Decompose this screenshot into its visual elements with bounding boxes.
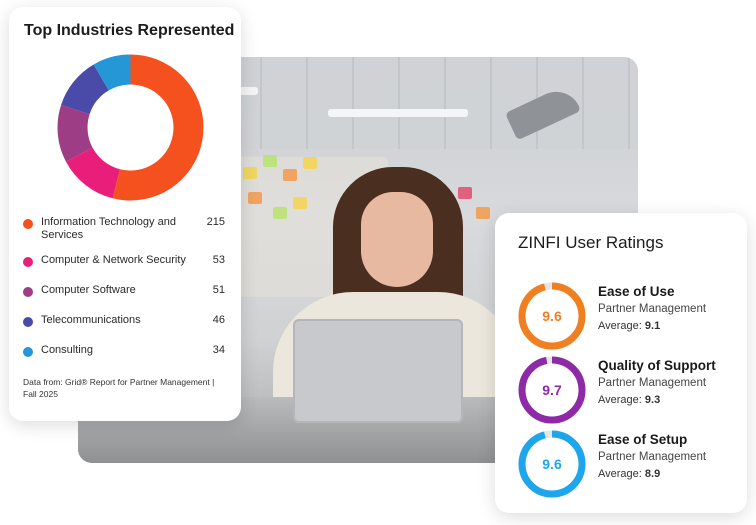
legend-label: Consulting xyxy=(41,344,93,356)
rating-average-value: 8.9 xyxy=(644,468,661,480)
rating-row-ease-of-setup: 9.6 Ease of Setup Partner Management Ave… xyxy=(517,429,742,499)
laptop xyxy=(293,319,463,423)
legend-value: 215 xyxy=(206,216,225,228)
legend-value: 46 xyxy=(212,314,225,326)
legend-value: 51 xyxy=(212,284,225,296)
rating-category: Partner Management xyxy=(598,303,707,315)
ratings-title: ZINFI User Ratings xyxy=(518,233,664,252)
rating-average-label: Average: xyxy=(598,394,645,406)
rating-average-value: 9.3 xyxy=(644,394,661,406)
rating-average: Average: 9.3 xyxy=(598,394,660,406)
industries-legend: Information Technology and Services 215 … xyxy=(23,216,231,374)
rating-name: Ease of Setup xyxy=(598,432,688,447)
sticky-note xyxy=(476,207,490,219)
legend-item: Information Technology and Services 215 xyxy=(23,216,231,254)
rating-name: Ease of Use xyxy=(598,284,675,299)
legend-dot xyxy=(23,219,33,229)
legend-dot xyxy=(23,257,33,267)
sticky-note xyxy=(293,197,307,209)
rating-average-value: 9.1 xyxy=(644,320,661,332)
legend-label: Information Technology and Services xyxy=(41,216,176,241)
sticky-note xyxy=(248,192,262,204)
sticky-note xyxy=(243,167,257,179)
sticky-note xyxy=(303,157,317,169)
legend-item: Telecommunications 46 xyxy=(23,314,231,344)
sticky-note xyxy=(263,155,277,167)
rating-average: Average: 8.9 xyxy=(598,468,660,480)
data-source-note: Data from: Grid® Report for Partner Mana… xyxy=(23,377,215,399)
sticky-note xyxy=(273,207,287,219)
rating-ring xyxy=(518,282,586,350)
legend-value: 53 xyxy=(212,254,225,266)
rating-ring-fill xyxy=(518,282,586,350)
legend-dot xyxy=(23,317,33,327)
rating-ring xyxy=(518,430,586,498)
rating-ring xyxy=(518,356,586,424)
donut-slice-2 xyxy=(57,54,204,201)
rating-name: Quality of Support xyxy=(598,358,716,373)
person-face xyxy=(361,192,433,287)
donut-slice-4 xyxy=(57,54,204,201)
rating-score: 9.6 xyxy=(542,456,562,472)
legend-dot xyxy=(23,347,33,357)
legend-label: Computer Software xyxy=(41,284,136,296)
rating-average-label: Average: xyxy=(598,468,645,480)
ceiling-light xyxy=(328,109,468,117)
rating-ring-fill xyxy=(518,356,586,424)
legend-value: 34 xyxy=(212,344,225,356)
legend-dot xyxy=(23,287,33,297)
rating-row-quality-of-support: 9.7 Quality of Support Partner Managemen… xyxy=(517,355,742,425)
rating-average: Average: 9.1 xyxy=(598,320,660,332)
ratings-card: ZINFI User Ratings 9.6 Ease of Use Partn… xyxy=(495,213,747,513)
rating-ring-fill xyxy=(518,430,586,498)
rating-score: 9.7 xyxy=(542,382,562,398)
legend-item: Computer Software 51 xyxy=(23,284,231,314)
rating-row-ease-of-use: 9.6 Ease of Use Partner Management Avera… xyxy=(517,281,742,351)
legend-item: Consulting 34 xyxy=(23,344,231,374)
industries-donut-chart xyxy=(57,54,204,201)
rating-average-label: Average: xyxy=(598,320,645,332)
rating-category: Partner Management xyxy=(598,377,707,389)
legend-item: Computer & Network Security 53 xyxy=(23,254,231,284)
sticky-note xyxy=(283,169,297,181)
industries-title: Top Industries Represented xyxy=(24,22,235,39)
rating-score: 9.6 xyxy=(542,308,562,324)
industries-card: Top Industries Represented Information T… xyxy=(9,7,241,421)
legend-label: Computer & Network Security xyxy=(41,254,186,266)
sticky-note xyxy=(458,187,472,199)
rating-category: Partner Management xyxy=(598,451,707,463)
legend-label: Telecommunications xyxy=(41,314,141,326)
